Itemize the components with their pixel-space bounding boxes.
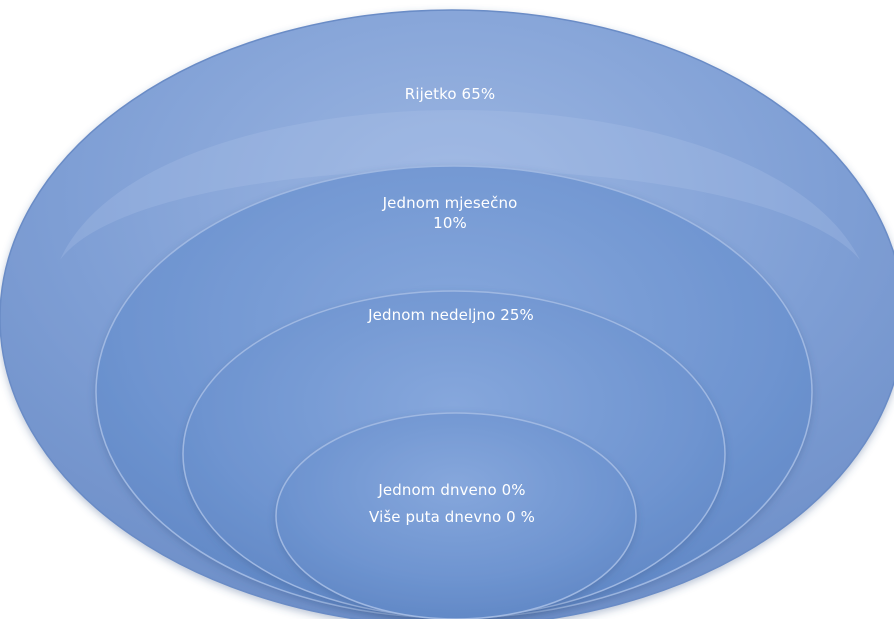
label-multiple-daily: Više puta dnevno 0 % (369, 508, 535, 526)
label-once-monthly-line2: 10% (433, 214, 467, 232)
label-rarely: Rijetko 65% (404, 85, 496, 103)
label-once-monthly: Jednom mjesečno 10% (383, 193, 518, 233)
ring-outer-highlight (60, 110, 860, 260)
label-once-weekly: Jednom nedeljno 25% (368, 306, 534, 324)
ring-daily (275, 412, 637, 619)
label-once-monthly-line1: Jednom mjesečno (382, 194, 518, 212)
label-once-daily: Jednom dnveno 0% (378, 481, 526, 499)
